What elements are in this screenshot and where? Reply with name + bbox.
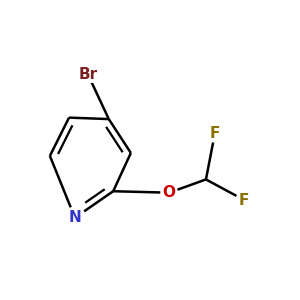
Text: O: O (163, 185, 176, 200)
Text: Br: Br (79, 68, 98, 82)
Text: N: N (68, 210, 81, 225)
Text: F: F (239, 193, 249, 208)
Text: F: F (210, 126, 220, 141)
